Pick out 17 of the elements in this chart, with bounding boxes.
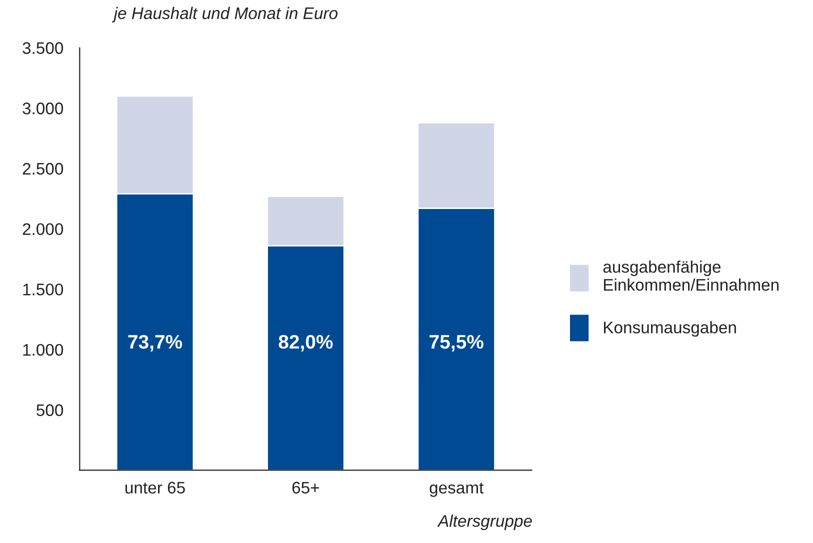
legend-label: Konsumausgaben (604, 321, 736, 337)
y-tick-label: 2.500 (22, 162, 64, 175)
x-axis-title: Altersgruppe (437, 514, 532, 530)
x-tick-label: 65+ (292, 482, 319, 494)
y-tick-label: 3.500 (22, 42, 64, 54)
y-tick-label: 2.000 (22, 223, 64, 236)
x-tick-label: gesamt (430, 482, 484, 497)
y-tick-label: 500 (36, 404, 64, 416)
annotation: 82,0% (278, 334, 333, 352)
annotation: 73,7% (128, 334, 182, 352)
legend-label: ausgabenfähige Einkommen/Einnahmen (603, 260, 778, 291)
x-tick-label: unter 65 (126, 482, 185, 494)
y-tick-label: 3.000 (22, 102, 64, 114)
y-axis-title: je Haushalt und Monat in Euro (112, 6, 338, 22)
annotation: 75,5% (430, 335, 484, 352)
y-tick-label: 1.500 (23, 284, 64, 296)
y-tick-label: 1.000 (23, 344, 64, 356)
